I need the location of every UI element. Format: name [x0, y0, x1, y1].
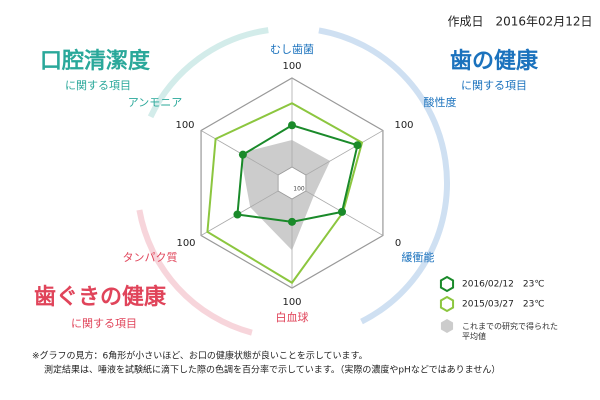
center-label: 100 — [293, 186, 305, 193]
legend-label: 2015/03/27 23℃ — [462, 300, 544, 310]
group-title: 口腔清潔度 — [40, 48, 151, 74]
group-subtitle: に関する項目 — [71, 317, 137, 330]
axis-label: 緩衝能 — [402, 250, 435, 264]
arc — [318, 27, 450, 325]
data-point — [238, 150, 247, 159]
legend-swatch — [439, 295, 455, 313]
legend-label: これまでの研究で得られた平均値 — [462, 322, 558, 341]
arc — [147, 27, 269, 119]
axis-end-label: 100 — [282, 297, 301, 308]
data-point — [288, 121, 296, 130]
axis-label: アンモニア — [128, 96, 183, 109]
spoke — [291, 182, 384, 236]
data-point — [338, 207, 347, 216]
group-subtitle: に関する項目 — [461, 79, 527, 92]
arc — [136, 209, 253, 336]
axis-end-label: 100 — [394, 120, 413, 131]
group-title: 歯の健康 — [450, 48, 539, 74]
axis-end-label: 100 — [176, 238, 195, 249]
note: 測定結果は、唾液を試験紙に滴下した際の色調を百分率で示しています。（実際の濃度や… — [44, 364, 500, 376]
legend-swatch — [439, 275, 455, 293]
legend-swatch — [440, 319, 454, 333]
spoke — [291, 130, 384, 184]
group-subtitle: に関する項目 — [65, 79, 131, 92]
date: 作成日 2016年02月12日 — [447, 15, 592, 29]
axis-end-label: 0 — [395, 238, 401, 249]
data-point — [353, 141, 362, 150]
spoke — [200, 182, 293, 236]
axis-label: タンパク質 — [123, 250, 178, 264]
axis-label: むし歯菌 — [270, 43, 314, 56]
note: ※グラフの見方：6角形が小さいほど、お口の健康状態が良いことを示しています。 — [32, 350, 368, 362]
data-point — [288, 217, 296, 226]
group-title: 歯ぐきの健康 — [34, 284, 167, 310]
axis-label: 酸性度 — [424, 95, 457, 109]
axis-end-label: 100 — [282, 61, 301, 72]
data-point — [233, 210, 242, 219]
series-line — [206, 102, 364, 285]
axis-end-label: 100 — [175, 120, 194, 131]
center-hexagon — [277, 166, 307, 200]
axis-label: 白血球 — [276, 310, 309, 324]
legend-label: 2016/02/12 23℃ — [462, 280, 544, 290]
